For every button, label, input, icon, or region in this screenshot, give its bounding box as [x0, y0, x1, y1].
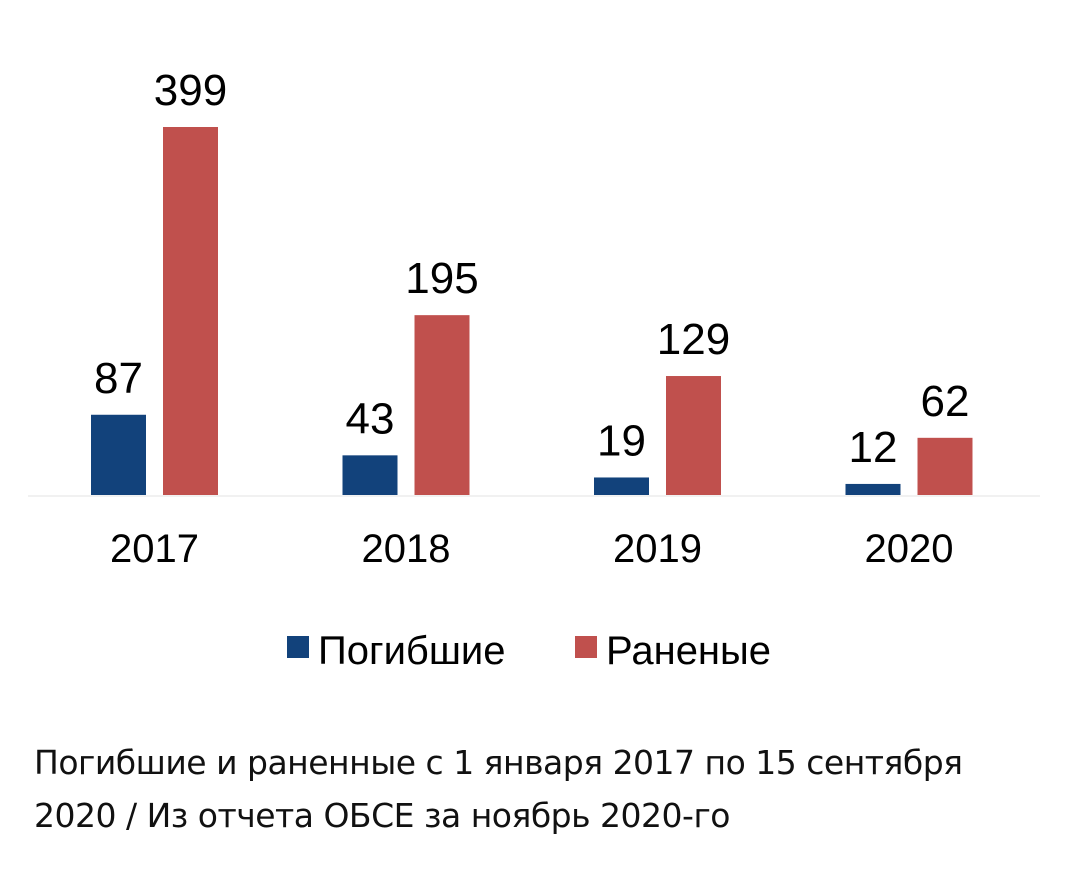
legend: Погибшие Раненые [287, 629, 771, 673]
data-label-killed-2020: 12 [849, 423, 898, 472]
bar-chart: 87 399 2017 43 195 2018 19 129 2019 12 62 2020 Поги… [28, 66, 1040, 673]
caption-line-2: 2020 / Из отчета ОБСЕ за ноябрь 2020-го [34, 796, 730, 835]
x-tick-label-2017: 2017 [110, 527, 199, 571]
caption-line-1: Погибшие и раненные с 1 января 2017 по 1… [34, 743, 963, 782]
legend-label-wounded: Раненые [606, 629, 771, 673]
bar-killed-2019 [594, 477, 649, 495]
chart-caption: Погибшие и раненные с 1 января 2017 по 1… [34, 736, 1044, 842]
bars-layer [91, 127, 973, 495]
legend-label-killed: Погибшие [318, 629, 506, 673]
bar-killed-2020 [845, 483, 901, 495]
data-label-wounded-2020: 62 [921, 377, 970, 426]
bar-wounded-2017 [163, 127, 218, 495]
legend-swatch-killed [287, 636, 309, 658]
data-label-wounded-2018: 195 [405, 254, 478, 303]
bar-killed-2018 [342, 455, 398, 495]
x-tick-label-2020: 2020 [865, 527, 954, 571]
labels-layer: 87 399 2017 43 195 2018 19 129 2019 12 62 2020 [94, 66, 969, 571]
data-label-killed-2019: 19 [597, 416, 646, 465]
data-label-killed-2017: 87 [94, 354, 143, 403]
bar-killed-2017 [91, 414, 146, 495]
data-label-wounded-2017: 399 [154, 66, 227, 115]
data-label-wounded-2019: 129 [657, 315, 730, 364]
bar-wounded-2018 [414, 315, 470, 495]
x-tick-label-2019: 2019 [613, 527, 702, 571]
legend-swatch-wounded [575, 636, 597, 658]
bar-wounded-2019 [666, 376, 721, 495]
x-tick-label-2018: 2018 [362, 527, 451, 571]
data-label-killed-2018: 43 [346, 394, 395, 443]
bar-wounded-2020 [917, 437, 973, 495]
